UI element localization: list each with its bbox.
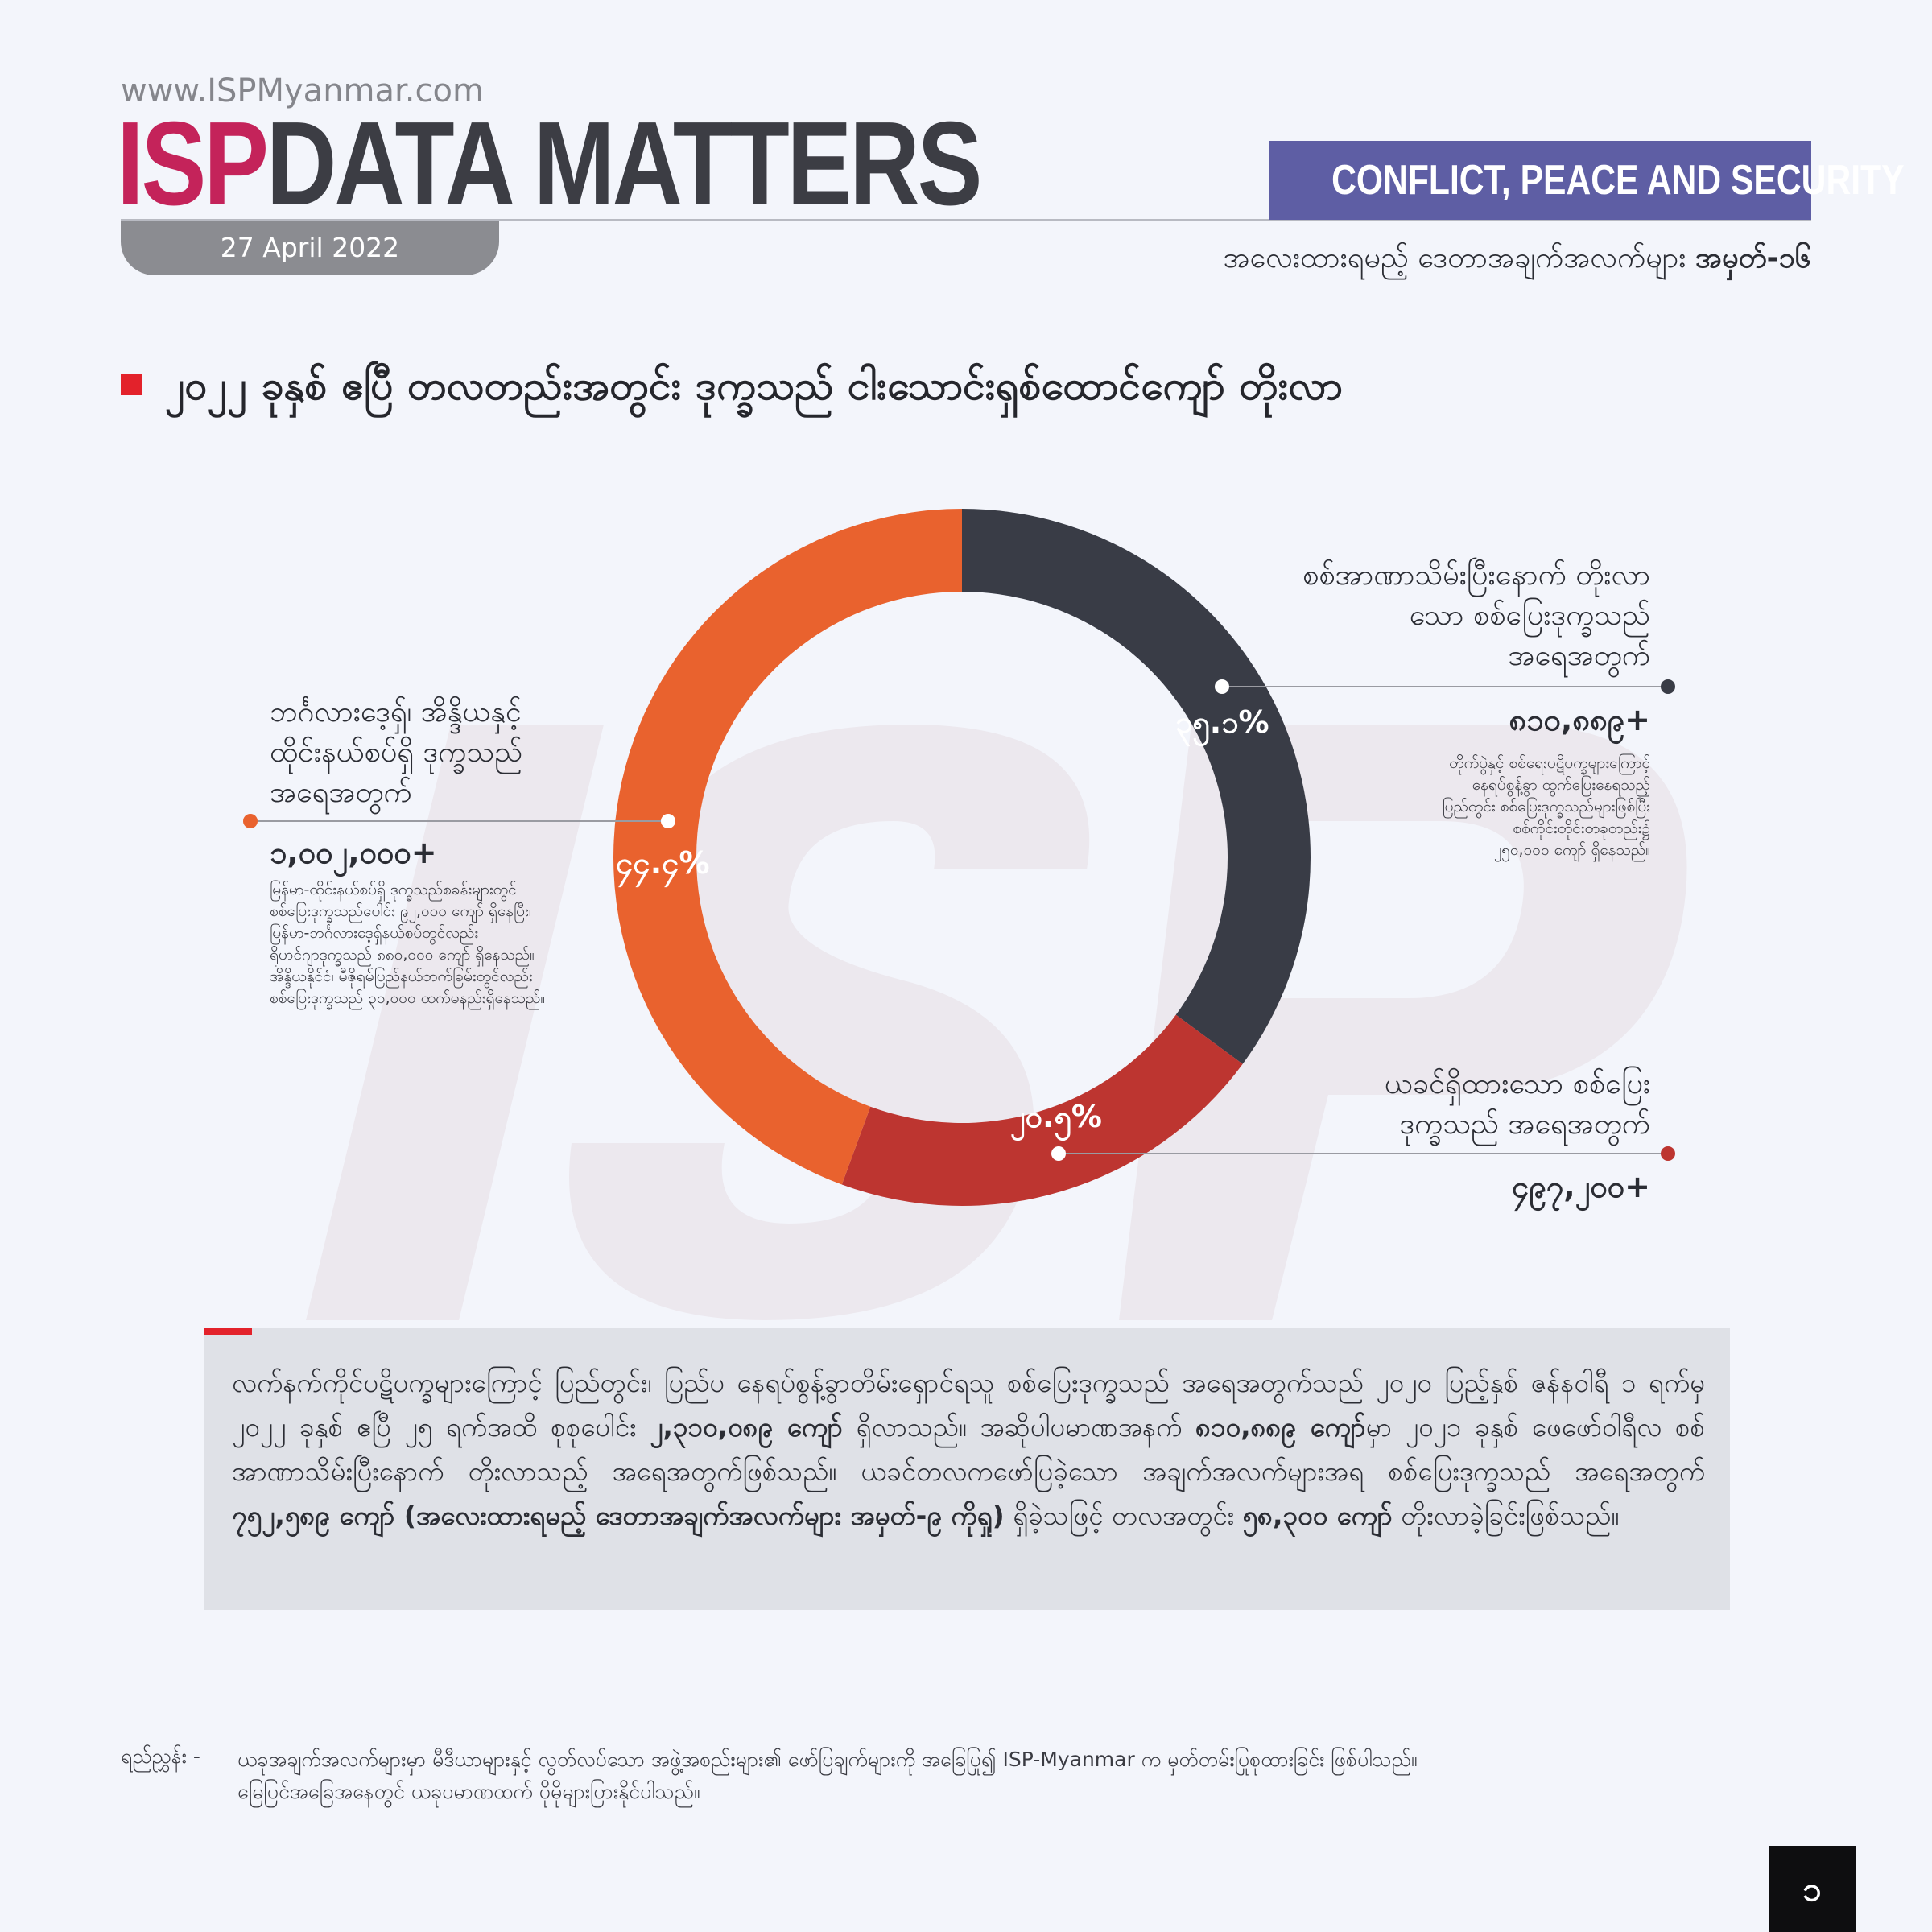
- label-abroad-value: ၁,၀၀၂,၀၀၀+: [270, 833, 592, 878]
- note-post-coup-line: ၂၅၀,၀၀၀ ကျော် ရှိနေသည်။: [1328, 840, 1650, 861]
- label-existing-title: ယခင်ရှိထားသော စစ်ပြေးဒုက္ခသည် အရေအတွက်: [1288, 1064, 1650, 1145]
- leader-dot-post-coup-inner: [1215, 679, 1229, 694]
- note-post-coup-line: တိုက်ပွဲနှင့် စစ်ရေးပဋိပက္ခများကြောင့်: [1328, 753, 1650, 774]
- source-line: ယခုအချက်အလက်များမှာ မီဒီယာများနှင့် လွတ်…: [237, 1744, 1686, 1776]
- note-abroad-line: အိန္ဒိယနိုင်ငံ၊ မီဇိုရမ်ပြည်နယ်ဘက်ခြမ်းတ…: [270, 966, 608, 988]
- note-post-coup-line: ပြည်တွင်း စစ်ပြေးဒုက္ခသည်များဖြစ်ပြီး: [1328, 796, 1650, 818]
- summary-part: ရှိလာသည်။ အဆိုပါပမာဏအနက်: [843, 1411, 1195, 1443]
- pct-label-post-coup: ၃၅.၁%: [1175, 703, 1269, 748]
- note-post-coup-line: စစ်ကိုင်းတိုင်းတခုတည်း၌: [1328, 818, 1650, 840]
- leader-dot-abroad-outer: [243, 814, 258, 828]
- source-label: ရည်ညွှန်း -: [121, 1744, 200, 1773]
- note-abroad-line: မြန်မာ-ထိုင်းနယ်စပ်ရှိ ဒုက္ခသည်စခန်းများ…: [270, 879, 608, 901]
- label-post-coup-title: စစ်အာဏာသိမ်းပြီးနောက် တိုးလာသော စစ်ပြေးဒ…: [1280, 555, 1650, 676]
- summary-text: လက်နက်ကိုင်ပဋိပက္ခများကြောင့် ပြည်တွင်း၊…: [232, 1360, 1705, 1538]
- label-abroad-title: ဘင်္ဂလားဒေ့ရှ်၊ အိန္ဒိယနှင့် ထိုင်းနယ်စပ…: [270, 692, 576, 813]
- label-post-coup-value: ၈၁၀,၈၈၉+: [1368, 700, 1650, 745]
- summary-part: တိုးလာခဲ့ခြင်းဖြစ်သည်။: [1393, 1500, 1620, 1531]
- leader-dot-post-coup-outer: [1661, 679, 1675, 694]
- source-text: ယခုအချက်အလက်များမှာ မီဒီယာများနှင့် လွတ်…: [237, 1744, 1686, 1808]
- note-post-coup: တိုက်ပွဲနှင့် စစ်ရေးပဋိပက္ခများကြောင့် န…: [1328, 753, 1650, 861]
- note-abroad: မြန်မာ-ထိုင်းနယ်စပ်ရှိ ဒုက္ခသည်စခန်းများ…: [270, 879, 608, 1009]
- leader-dot-abroad-inner: [661, 814, 675, 828]
- slice-post-coup: [962, 509, 1311, 1064]
- summary-bold: ၈၁၀,၈၈၉ ကျော်: [1195, 1411, 1366, 1443]
- pct-label-abroad: ၄၄.၄%: [616, 844, 710, 889]
- source-line: မြေပြင်အခြေအနေတွင် ယခုပမာဏထက် ပိုမိုများ…: [237, 1776, 1686, 1808]
- summary-part: ရှိခဲ့သဖြင့် တလအတွင်း: [1005, 1500, 1243, 1531]
- pct-label-existing: ၂၀.၅%: [1010, 1097, 1102, 1142]
- page-number: ၁: [1769, 1846, 1856, 1932]
- note-post-coup-line: နေရပ်စွန့်ခွာ ထွက်ပြေးနေရသည့်: [1328, 774, 1650, 796]
- summary-bold: ၂,၃၁၀,၀၈၉ ကျော်: [650, 1411, 843, 1443]
- label-existing-value: ၄၉၇,၂၀၀+: [1368, 1167, 1650, 1212]
- summary-bold: ၅၈,၃၀၀ ကျော်: [1243, 1500, 1393, 1531]
- leader-dot-existing-inner: [1051, 1146, 1066, 1161]
- note-abroad-line: စစ်ပြေးဒုက္ခသည် ၃၀,၀၀၀ ထက်မနည်းရှိနေသည်။: [270, 988, 608, 1009]
- note-abroad-line: မြန်မာ-ဘင်္ဂလားဒေ့ရှ်နယ်စပ်တွင်လည်း: [270, 923, 608, 944]
- note-abroad-line: စစ်ပြေးဒုက္ခသည်ပေါင်း ၉၂,၀၀၀ ကျော် ရှိနေ…: [270, 901, 608, 923]
- leader-dot-existing-outer: [1661, 1146, 1675, 1161]
- summary-bold: ၇၅၂,၅၈၉ ကျော် (အလေးထားရမည့် ဒေတာအချက်အလက…: [232, 1500, 1005, 1531]
- summary-accent-bar: [204, 1328, 252, 1335]
- note-abroad-line: ရိုဟင်ဂျာဒုက္ခသည် ၈၈၀,၀၀၀ ကျော် ရှိနေသည်…: [270, 944, 608, 966]
